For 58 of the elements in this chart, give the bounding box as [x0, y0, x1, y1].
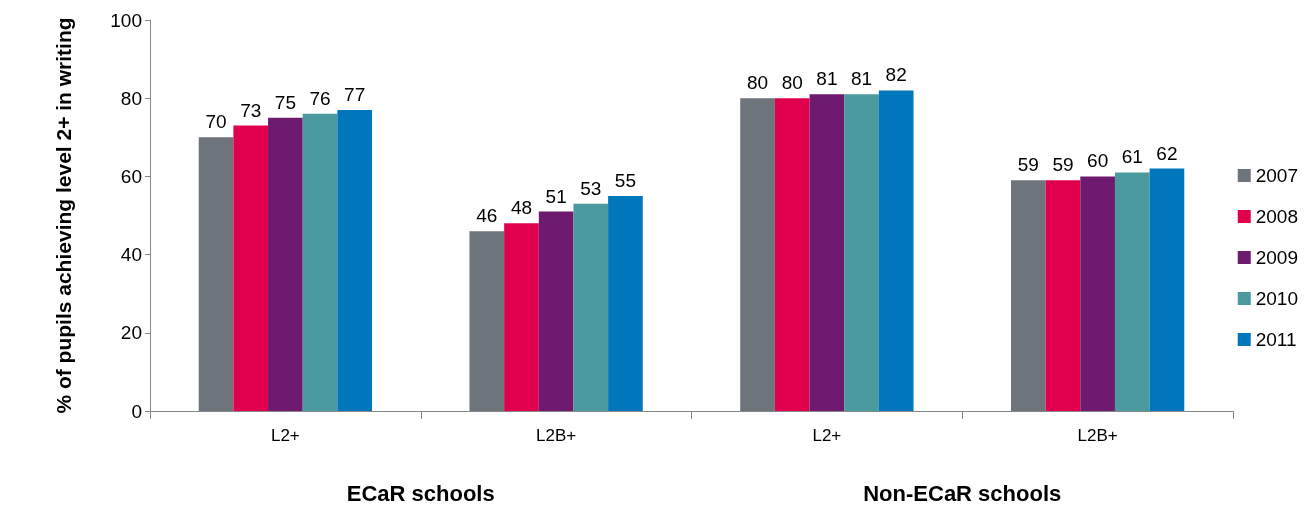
legend-label: 2007: [1255, 165, 1299, 186]
bar: [268, 117, 303, 411]
bar: [538, 211, 574, 411]
bar: [233, 125, 269, 411]
x-tick-label: L2B+: [536, 426, 577, 445]
bar: [1045, 180, 1081, 411]
bar: [504, 223, 539, 411]
data-label: 60: [1087, 150, 1109, 172]
data-label: 76: [309, 87, 331, 109]
data-label: 62: [1156, 142, 1178, 164]
data-label: 73: [240, 99, 262, 121]
data-label: 80: [781, 72, 803, 94]
bar: [198, 137, 234, 411]
bar: [469, 231, 505, 411]
bar: [809, 94, 845, 411]
data-label: 48: [510, 197, 533, 219]
y-tick-label: 40: [120, 244, 142, 266]
data-label: 77: [344, 83, 366, 105]
data-label: 82: [885, 64, 907, 86]
y-axis-title: % of pupils achieving level 2+ in writing: [51, 17, 75, 414]
data-label: 81: [816, 68, 838, 90]
data-label: 51: [545, 185, 567, 207]
x-tick-label: L2+: [270, 426, 300, 445]
data-label: 59: [1017, 154, 1039, 176]
legend-label: 2010: [1255, 288, 1299, 309]
y-tick-label: 0: [131, 400, 142, 422]
bar: [740, 98, 775, 411]
bar: [573, 203, 609, 411]
data-label: 53: [580, 177, 602, 199]
bar: [1149, 168, 1185, 411]
data-label: 81: [850, 68, 873, 90]
text: ECaR schools: [346, 480, 495, 506]
legend-label: 2011: [1255, 329, 1297, 350]
data-label: 55: [614, 169, 637, 191]
data-label: 61: [1121, 146, 1143, 168]
bar: [608, 195, 643, 411]
bar: [1080, 176, 1115, 411]
text: Non-ECaR schools: [863, 480, 1062, 506]
legend-label: 2009: [1255, 247, 1299, 268]
y-tick-label: 20: [120, 322, 142, 344]
data-label: 59: [1052, 154, 1074, 176]
bar: [302, 113, 338, 411]
data-label: 80: [746, 72, 769, 94]
bar: [844, 94, 879, 411]
bar: [1010, 180, 1046, 411]
data-label: 46: [476, 205, 498, 227]
bar: [878, 90, 914, 411]
bar: [774, 98, 810, 411]
y-tick-label: 100: [110, 9, 142, 31]
x-tick-label: L2+: [812, 426, 842, 445]
bar: [337, 109, 373, 411]
data-label: 75: [274, 91, 296, 113]
y-tick-label: 60: [120, 165, 142, 187]
data-label: 70: [205, 111, 227, 133]
bar: [1114, 172, 1150, 411]
x-tick-label: L2B+: [1077, 426, 1118, 445]
legend-label: 2008: [1255, 206, 1299, 227]
y-tick-label: 80: [120, 87, 142, 109]
